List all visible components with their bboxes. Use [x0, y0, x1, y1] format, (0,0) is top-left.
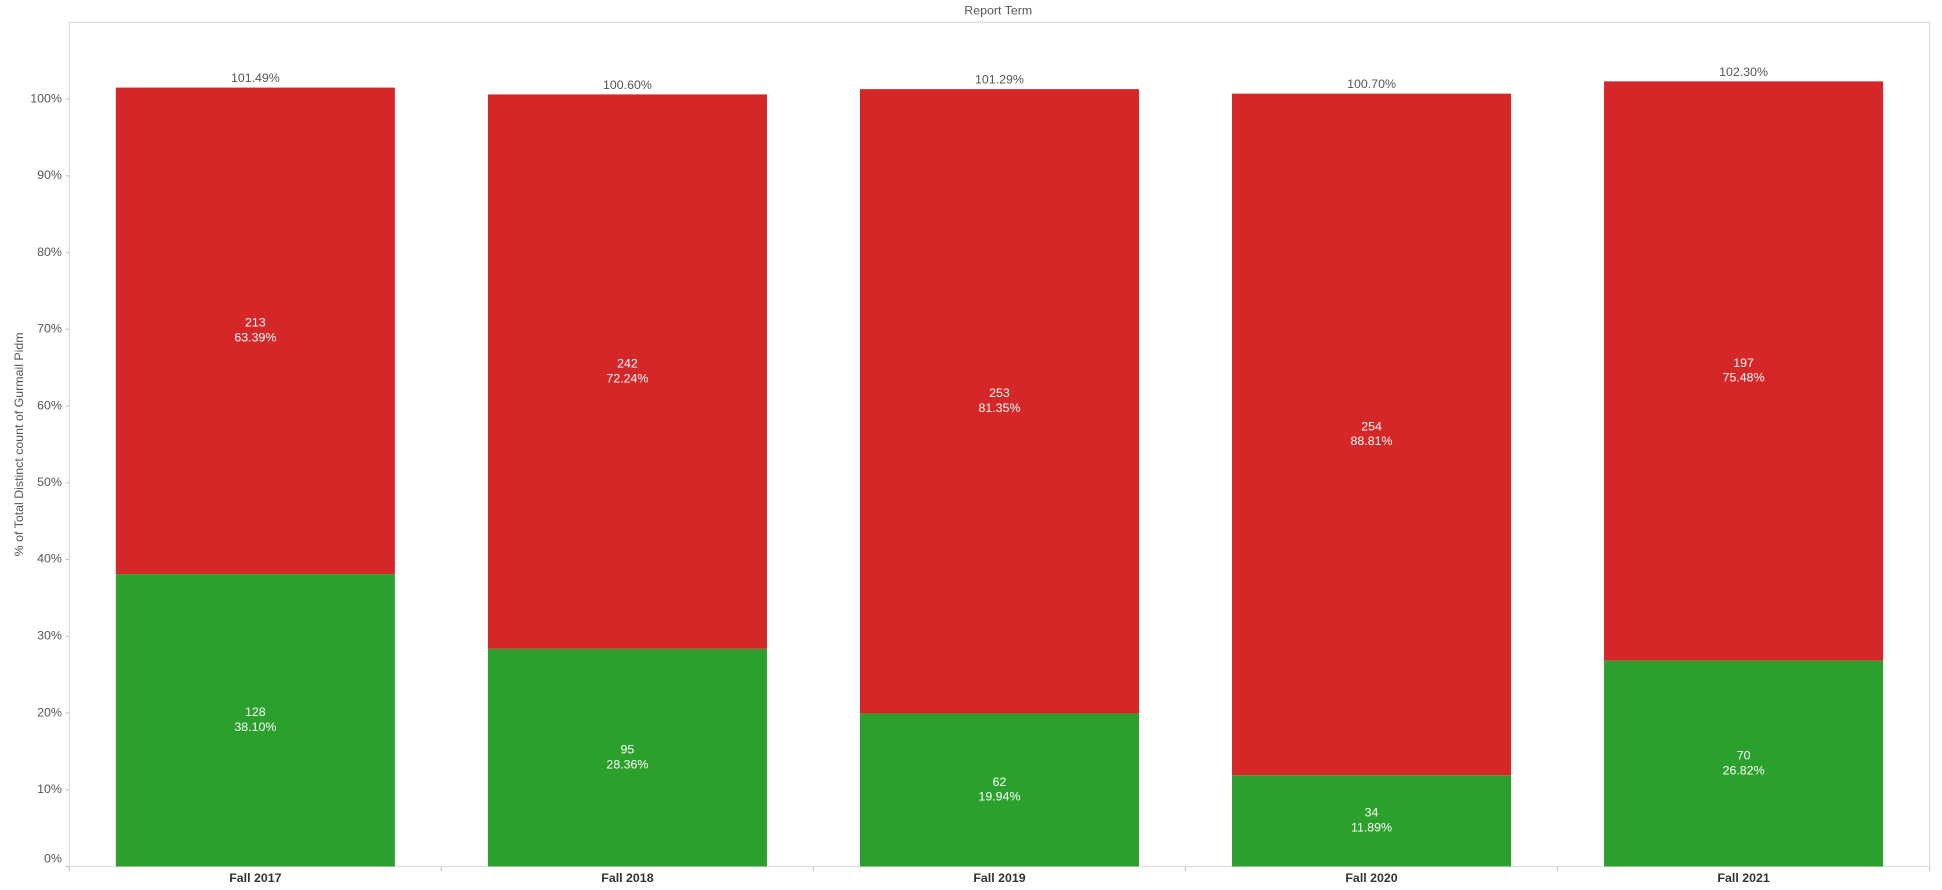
y-tick-label: 0%: [44, 851, 62, 865]
segment-label: 81.35%: [978, 401, 1020, 415]
y-tick-label: 30%: [37, 629, 62, 643]
segment-label: 19.94%: [978, 790, 1020, 804]
y-tick-label: 80%: [37, 245, 62, 259]
y-tick-label: 40%: [37, 552, 62, 566]
segment-label: 75.48%: [1723, 371, 1765, 385]
y-tick-label: 100%: [30, 91, 62, 105]
y-tick-label: 60%: [37, 398, 62, 412]
segment-label: 26.82%: [1723, 763, 1765, 777]
y-tick-label: 70%: [37, 322, 62, 336]
y-tick-label: 20%: [37, 705, 62, 719]
segment-label: 63.39%: [234, 331, 276, 345]
segment-label: 11.89%: [1351, 821, 1392, 835]
y-tick-label: 90%: [37, 168, 62, 182]
segment-count: 197: [1733, 356, 1754, 370]
bar-segment: [1604, 81, 1884, 661]
total-label: 101.49%: [231, 71, 280, 85]
x-tick-label: Fall 2017: [229, 871, 281, 885]
total-label: 100.60%: [603, 78, 652, 92]
segment-count: 242: [617, 356, 638, 370]
y-tick-label: 50%: [37, 475, 62, 489]
x-tick-label: Fall 2019: [973, 871, 1025, 885]
total-label: 100.70%: [1347, 77, 1396, 91]
segment-count: 128: [245, 705, 266, 719]
segment-count: 254: [1361, 419, 1382, 433]
bar-segment: [859, 713, 1140, 867]
bar-segment: [859, 89, 1140, 714]
bar-segment: [487, 94, 767, 649]
segment-label: 28.36%: [606, 757, 648, 771]
bar-segment: [115, 87, 395, 575]
segment-count: 62: [993, 775, 1007, 789]
segment-count: 253: [989, 386, 1010, 400]
bar-segment: [115, 574, 395, 867]
segment-label: 38.10%: [234, 720, 276, 734]
x-tick-label: Fall 2018: [601, 871, 653, 885]
segment-count: 70: [1737, 748, 1751, 762]
total-label: 101.29%: [975, 73, 1024, 87]
y-axis-label: % of Total Distinct count of Gurmail Pid…: [12, 332, 26, 556]
total-label: 102.30%: [1719, 65, 1768, 79]
y-tick-label: 10%: [37, 782, 62, 796]
bar-segment: [487, 648, 767, 867]
bar-segment: [1604, 660, 1884, 867]
segment-count: 95: [621, 742, 635, 756]
chart-title: Report Term: [964, 3, 1032, 17]
segment-count: 213: [245, 316, 266, 330]
x-tick-label: Fall 2020: [1345, 871, 1397, 885]
segment-label: 88.81%: [1351, 434, 1393, 448]
x-tick-label: Fall 2021: [1717, 871, 1769, 885]
bar-segment: [1232, 93, 1512, 776]
segment-count: 34: [1365, 806, 1379, 820]
segment-label: 72.24%: [606, 371, 648, 385]
bar-segment: [1232, 775, 1512, 867]
